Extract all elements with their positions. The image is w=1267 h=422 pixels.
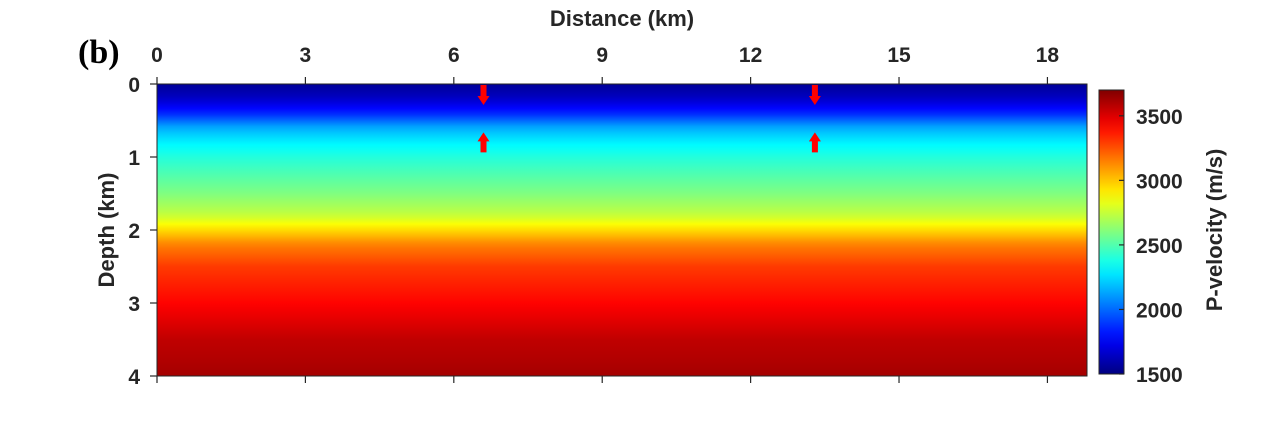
x-tick-label: 3 <box>300 44 312 67</box>
colorbar-tick-label: 2500 <box>1136 235 1183 258</box>
y-tick-group: 0 1 2 3 4 <box>128 74 157 389</box>
heatmap-field <box>157 84 1087 376</box>
colorbar-label: P-velocity (m/s) <box>1202 149 1227 312</box>
x-tick-label: 0 <box>151 44 163 67</box>
x-tick-label: 9 <box>596 44 608 67</box>
y-tick-label: 0 <box>128 74 140 97</box>
x-axis-label: Distance (km) <box>550 6 694 31</box>
down-arrow-icon <box>477 85 490 105</box>
colorbar-tick-group: 1500 2000 2500 3000 3500 <box>1119 106 1183 387</box>
y-tick-label: 4 <box>128 366 140 389</box>
y-tick-label: 3 <box>128 293 140 316</box>
up-arrow-icon <box>477 132 490 153</box>
x-tick-label: 6 <box>448 44 460 67</box>
colorbar-tick-label: 1500 <box>1136 364 1183 387</box>
y-tick-label: 1 <box>128 147 140 170</box>
colorbar-tick-label: 3500 <box>1136 106 1183 129</box>
panel-label: (b) <box>78 34 120 71</box>
up-arrow-icon <box>808 132 821 153</box>
annotation-arrows <box>477 85 821 153</box>
colorbar-tick-label: 3000 <box>1136 170 1183 193</box>
colorbar <box>1098 89 1125 375</box>
x-tick-label: 12 <box>739 44 762 67</box>
x-tick-label: 15 <box>887 44 911 67</box>
colorbar-tick-label: 2000 <box>1136 299 1183 322</box>
x-tick-group: 0 3 6 9 12 15 18 <box>151 44 1059 383</box>
y-axis-label: Depth (km) <box>94 173 119 288</box>
y-tick-label: 2 <box>128 220 140 243</box>
x-tick-label: 18 <box>1036 44 1060 67</box>
velocity-heatmap <box>157 84 1087 376</box>
down-arrow-icon <box>808 85 821 105</box>
